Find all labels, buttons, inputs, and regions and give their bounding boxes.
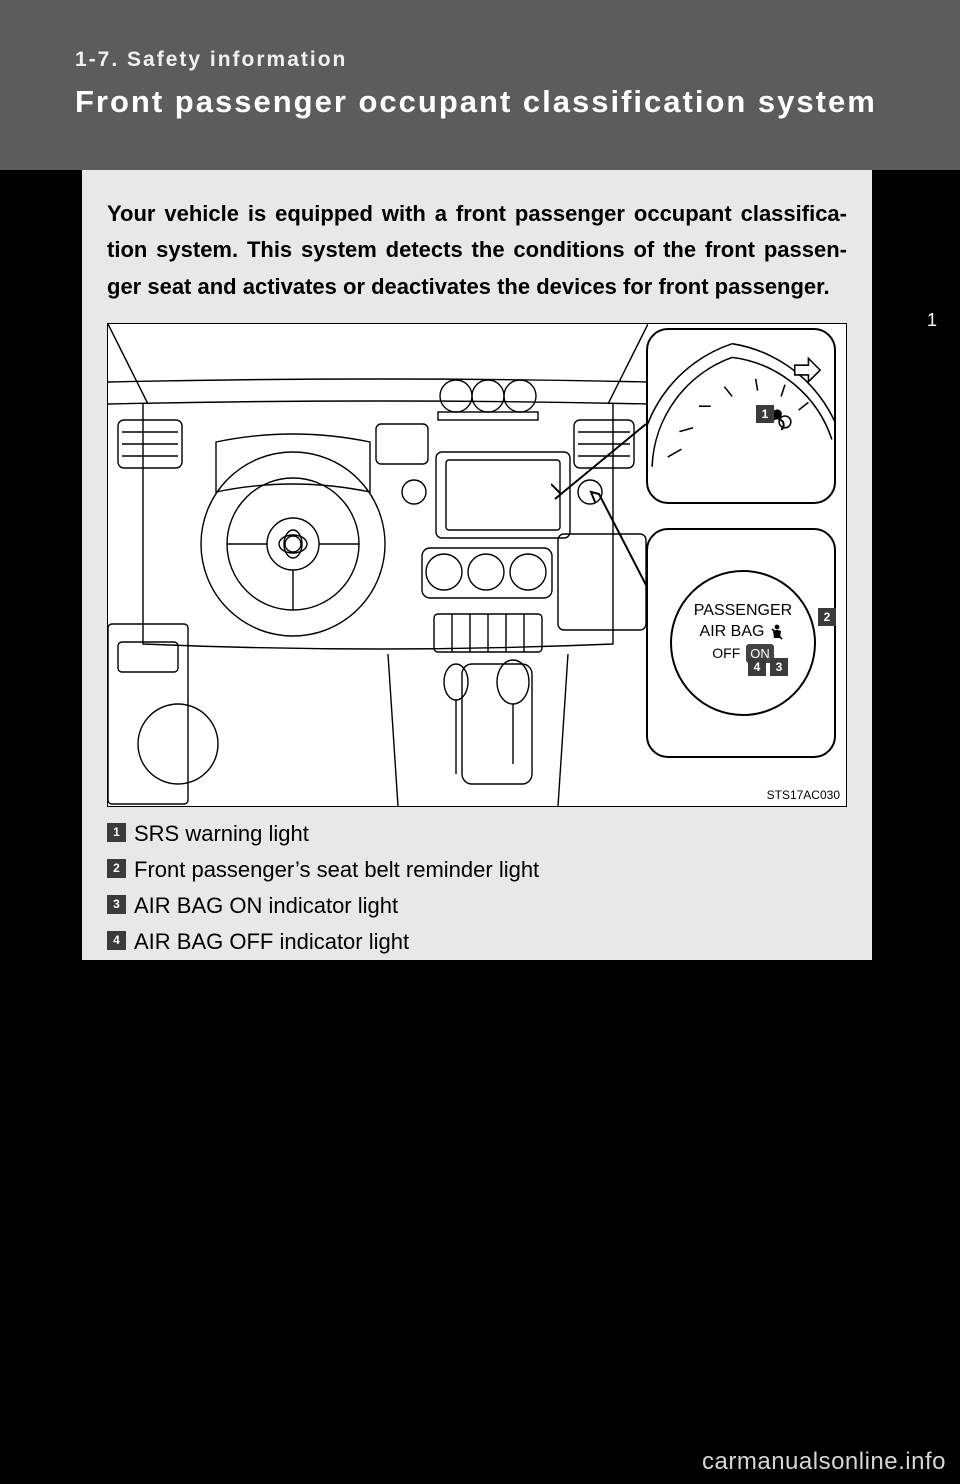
legend-text: AIR BAG OFF indicator light — [134, 929, 409, 955]
chapter-tab: 1 — [904, 255, 960, 385]
intro-text: Your vehicle is equipped with a front pa… — [107, 196, 847, 305]
dial-line1: PASSENGER — [672, 600, 814, 622]
callout-gauge: 1 — [646, 328, 836, 504]
page-title: Front passenger occupant classification … — [75, 84, 885, 120]
airbag-dial: PASSENGER AIR BAG OFF ON — [670, 570, 816, 716]
manual-page: 1-7. Safety information Front passenger … — [0, 0, 960, 1484]
dashboard-illustration — [108, 324, 648, 806]
legend-badge: 3 — [107, 895, 126, 914]
seatbelt-icon — [768, 623, 786, 641]
callout-badge-4: 4 — [748, 658, 766, 676]
callout-badge-2: 2 — [818, 608, 836, 626]
watermark: carmanualsonline.info — [702, 1448, 946, 1476]
dashboard-figure: 1 PASSENGER AIR BAG OFF O — [107, 323, 847, 807]
page-header: 1-7. Safety information Front passenger … — [0, 0, 960, 170]
legend-text: SRS warning light — [134, 821, 309, 847]
legend-badge: 1 — [107, 823, 126, 842]
legend-row: 3 AIR BAG ON indicator light — [107, 893, 847, 919]
legend-badge: 2 — [107, 859, 126, 878]
dial-off: OFF — [712, 644, 740, 663]
legend-text: Front passenger’s seat belt reminder lig… — [134, 857, 539, 883]
dial-line2: AIR BAG — [700, 621, 765, 643]
chapter-tab-number: 1 — [927, 310, 937, 331]
legend-row: 2 Front passenger’s seat belt reminder l… — [107, 857, 847, 883]
callout-airbag-indicator: PASSENGER AIR BAG OFF ON 2 — [646, 528, 836, 758]
legend-list: 1 SRS warning light 2 Front passenger’s … — [107, 821, 847, 955]
legend-row: 1 SRS warning light — [107, 821, 847, 847]
airbag-dial-text: PASSENGER AIR BAG OFF ON — [672, 572, 814, 665]
legend-text: AIR BAG ON indicator light — [134, 893, 398, 919]
callout-badge-3: 3 — [770, 658, 788, 676]
legend-row: 4 AIR BAG OFF indicator light — [107, 929, 847, 955]
section-label: 1-7. Safety information — [75, 48, 885, 72]
content-box: Your vehicle is equipped with a front pa… — [82, 170, 872, 960]
legend-badge: 4 — [107, 931, 126, 950]
figure-code: STS17AC030 — [767, 788, 840, 802]
callout-badge-1: 1 — [756, 405, 774, 423]
